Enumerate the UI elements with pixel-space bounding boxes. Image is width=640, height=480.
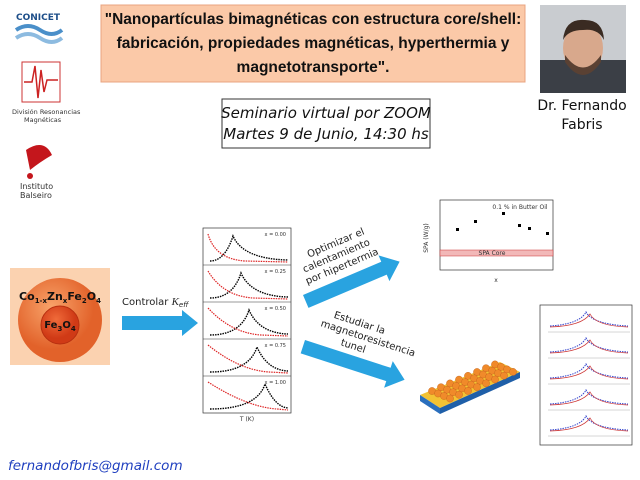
core-formula: Fe3O4 (44, 320, 76, 333)
curve (549, 339, 629, 354)
curve (549, 391, 629, 406)
core (40, 305, 80, 345)
panel-label: x = 0.00 (265, 232, 286, 238)
nanoparticle (500, 371, 508, 380)
seminar-text: Seminario virtual por ZOOM (221, 104, 431, 122)
logo-text: Magnéticas (24, 116, 62, 124)
curve (549, 365, 629, 380)
curve (549, 313, 629, 328)
division-logo: División Resonancias Magnéticas (12, 61, 81, 124)
chart-note: 0.1 % in Butter Oil (492, 204, 548, 211)
curve (549, 414, 629, 431)
mr-chart (539, 304, 633, 446)
curve (549, 310, 629, 327)
curve (549, 388, 629, 405)
speaker-photo (540, 5, 626, 93)
curve (549, 362, 629, 379)
arrow (300, 340, 405, 388)
curve (209, 234, 289, 262)
panel-label: x = 0.25 (265, 269, 286, 275)
axis-label: x (494, 277, 498, 284)
axis-label: SPA (W/g) (423, 223, 430, 253)
curve (209, 271, 289, 299)
nanoparticle (473, 383, 481, 391)
nanoparticle (455, 390, 463, 399)
curve (209, 308, 289, 336)
curve (209, 382, 289, 410)
logo-text: CONICET (16, 13, 61, 23)
curve (207, 307, 289, 337)
curve (207, 381, 289, 411)
panel-label: x = 0.75 (265, 343, 286, 349)
arrow (303, 255, 400, 308)
axis-label: T (K) (239, 416, 254, 423)
shell-formula: Co1-xZnxFe2O4 (19, 290, 101, 305)
seminar-box (221, 98, 431, 149)
title-line: fabricación, propiedades magnéticas, hyp… (117, 35, 510, 52)
speaker-name: Fabris (561, 117, 602, 133)
curve (549, 336, 629, 353)
email[interactable]: fernandofbris@gmail.com (8, 458, 183, 474)
logo-text: Balseiro (20, 191, 52, 200)
nanoparticle (491, 375, 499, 384)
logo-text: División Resonancias (12, 108, 81, 116)
logo-text: Instituto (20, 182, 53, 191)
curve (549, 417, 629, 432)
conicet-logo: CONICET (14, 13, 64, 44)
spa-chart: SPA Core 0.1 % in Butter Oil SPA (W/g) x (423, 199, 554, 284)
panel-label: x = 0.50 (265, 306, 286, 312)
arrow-label: Controlar Keff (122, 296, 189, 309)
seminar-text: Martes 9 de Junio, 14:30 hs (223, 125, 429, 143)
device (420, 360, 520, 414)
curve (207, 233, 289, 263)
speaker-name: Dr. Fernando (537, 98, 626, 114)
curve (207, 344, 289, 374)
nanoparticle (464, 387, 472, 395)
curve (207, 270, 289, 300)
nanoparticle (482, 379, 490, 388)
title-line: "Nanopartículas bimagnéticas con estruct… (105, 11, 522, 28)
title-box (100, 4, 526, 83)
nanoparticle (446, 394, 454, 403)
arrow (122, 310, 198, 336)
panel-label: x = 1.00 (265, 380, 286, 386)
title-line: magnetotransporte". (237, 59, 390, 76)
band-label: SPA Core (479, 250, 506, 257)
mag-chart: x = 0.00 x = 0.25 x = 0.50 x = 0.75 x = 1.00… (202, 227, 292, 423)
nanoparticle (509, 368, 517, 376)
balseiro-logo: Instituto Balseiro (20, 145, 53, 200)
